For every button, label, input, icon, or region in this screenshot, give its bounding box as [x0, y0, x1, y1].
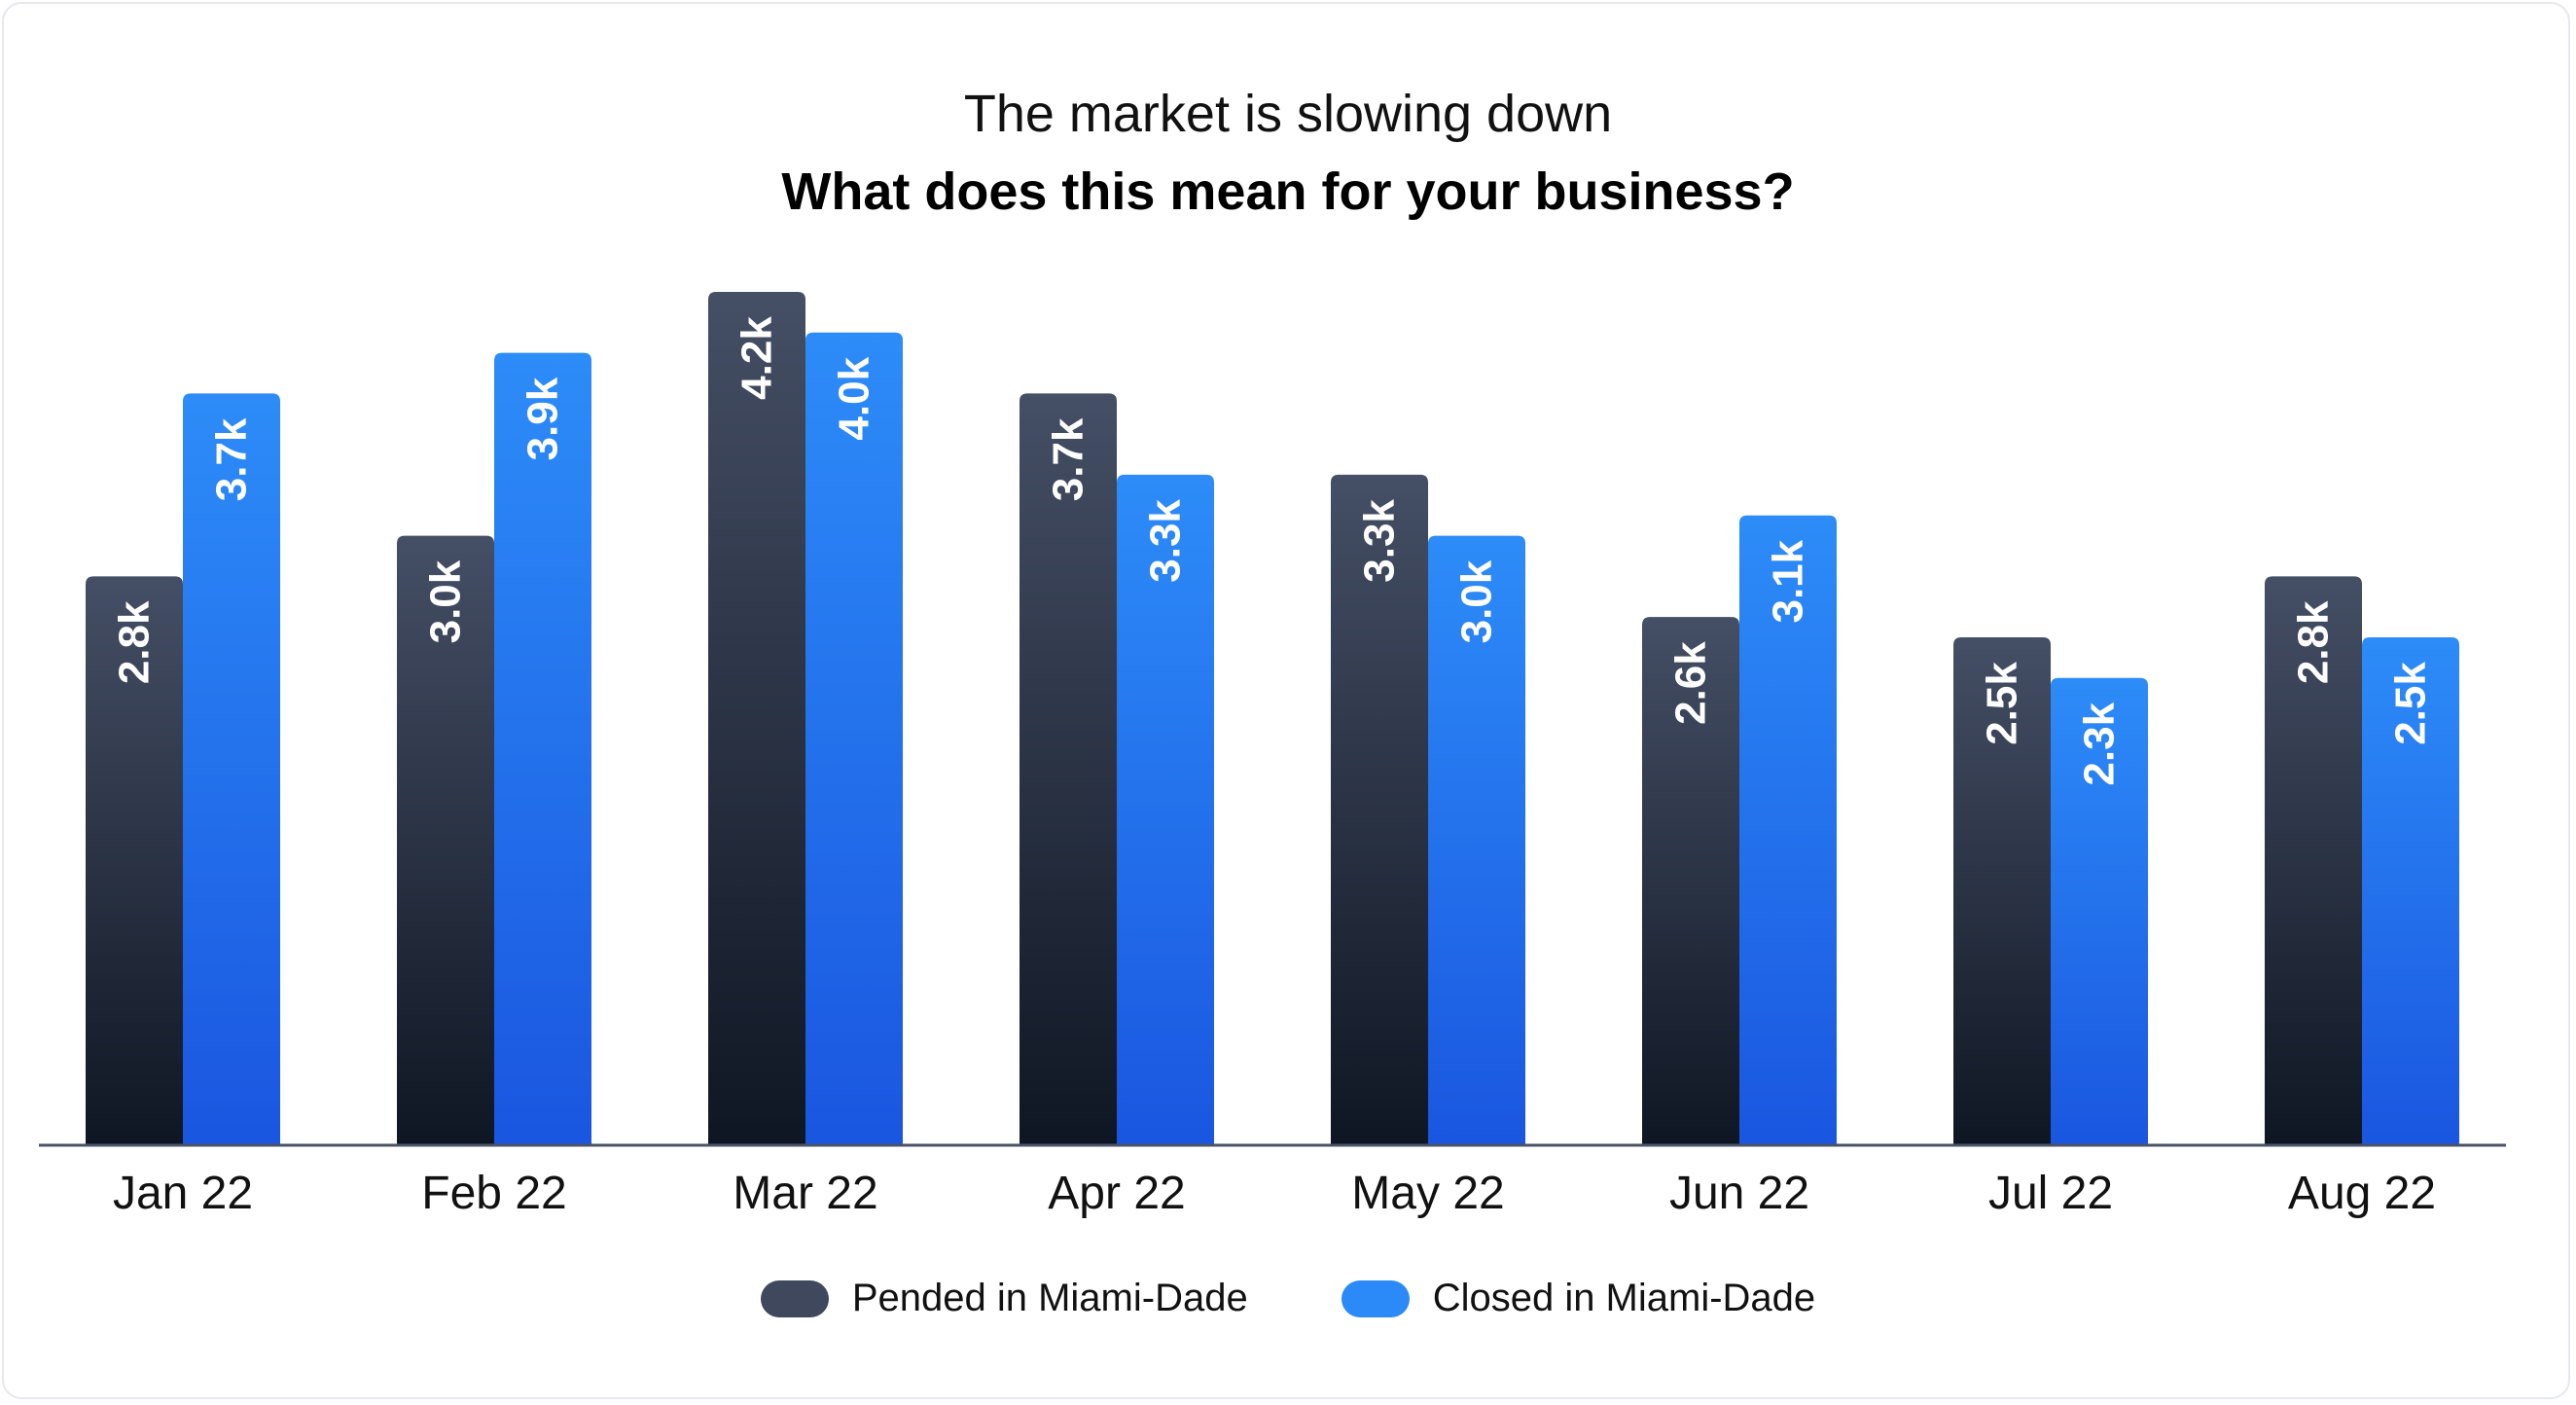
x-tick-label: Jun 22 [1669, 1168, 1809, 1219]
x-axis-ticks: Jan 22 Feb 22 Mar 22 Apr 22 May 22 Jun 22 Jul … [113, 1168, 2436, 1219]
bar-closed-mar-22 [805, 332, 903, 1145]
bars-layer: 2.8k 3.7k 3.0k 3.9k 4.2k 4.0k 3.7k 3.3k 3.3k 3.0k… [86, 292, 2459, 1146]
data-label-closed-jan-22: 3.7k [208, 417, 256, 501]
bar-pended-aug-22 [2265, 576, 2362, 1145]
legend-swatch-closed [1341, 1279, 1410, 1317]
legend-label-closed: Closed in Miami-Dade [1432, 1277, 1816, 1319]
data-label-closed-jul-22: 2.3k [2076, 702, 2124, 785]
data-label-closed-apr-22: 3.3k [1142, 499, 1190, 583]
data-label-pended-apr-22: 3.7k [1045, 417, 1092, 501]
legend-label-pended: Pended in Miami-Dade [851, 1277, 1248, 1319]
x-tick-label: Jul 22 [1988, 1168, 2113, 1219]
bar-pended-jun-22 [1642, 617, 1739, 1145]
bar-pended-feb-22 [397, 535, 494, 1145]
legend-swatch-pended [760, 1279, 829, 1317]
bar-closed-feb-22 [494, 352, 591, 1146]
bar-closed-may-22 [1428, 535, 1525, 1145]
bar-pended-mar-22 [708, 292, 805, 1145]
data-label-pended-may-22: 3.3k [1356, 499, 1404, 583]
bar-closed-apr-22 [1117, 474, 1214, 1145]
data-label-pended-mar-22: 4.2k [733, 316, 781, 400]
x-tick-label: Apr 22 [1048, 1168, 1185, 1219]
x-tick-label: Jan 22 [113, 1168, 253, 1219]
chart-legend: Pended in Miami-Dade Closed in Miami-Dad… [0, 1277, 2576, 1320]
chart-title: What does this mean for your business? [781, 162, 1795, 221]
data-label-pended-aug-22: 2.8k [2290, 600, 2338, 684]
data-label-pended-feb-22: 3.0k [422, 559, 470, 643]
legend-item-pended: Pended in Miami-Dade [760, 1277, 1248, 1320]
data-label-closed-jun-22: 3.1k [1765, 539, 1812, 623]
data-label-closed-aug-22: 2.5k [2387, 662, 2435, 745]
bar-pended-jul-22 [1953, 636, 2051, 1145]
bar-pended-apr-22 [1020, 393, 1117, 1145]
x-tick-label: May 22 [1351, 1168, 1504, 1219]
bar-closed-jun-22 [1739, 515, 1837, 1145]
x-tick-label: Aug 22 [2288, 1168, 2436, 1219]
bar-chart: 2.8k 3.7k 3.0k 3.9k 4.2k 4.0k 3.7k 3.3k 3.3k 3.0k… [39, 292, 2506, 1219]
data-label-pended-jul-22: 2.5k [1979, 662, 2026, 745]
data-label-pended-jun-22: 2.6k [1667, 641, 1715, 725]
bar-pended-jan-22 [86, 576, 183, 1145]
bar-closed-jul-22 [2051, 677, 2148, 1145]
data-label-closed-feb-22: 3.9k [519, 377, 567, 460]
bar-closed-jan-22 [183, 393, 280, 1145]
data-label-closed-may-22: 3.0k [1453, 559, 1501, 643]
bar-closed-aug-22 [2362, 636, 2459, 1145]
data-label-pended-jan-22: 2.8k [111, 600, 159, 684]
x-tick-label: Feb 22 [421, 1168, 566, 1219]
bar-pended-may-22 [1331, 474, 1428, 1145]
legend-item-closed: Closed in Miami-Dade [1341, 1277, 1816, 1320]
chart-subtitle: The market is slowing down [963, 85, 1613, 143]
x-tick-label: Mar 22 [733, 1168, 877, 1219]
data-label-closed-mar-22: 4.0k [831, 356, 878, 440]
